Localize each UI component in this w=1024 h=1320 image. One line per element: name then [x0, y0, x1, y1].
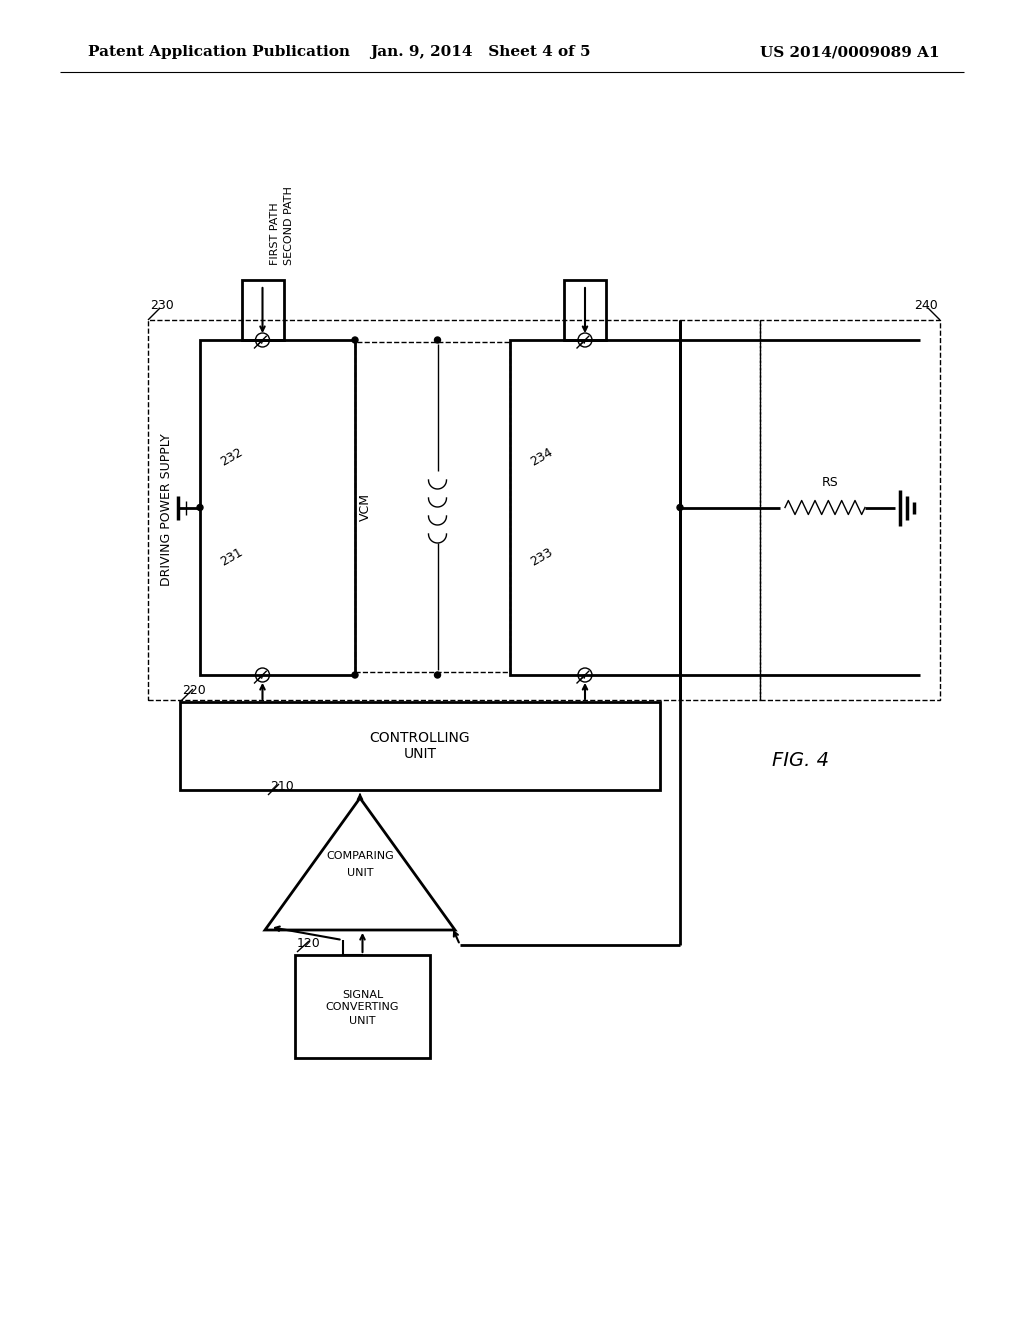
Text: RS: RS	[821, 477, 839, 490]
Bar	[180, 702, 660, 789]
Circle shape	[352, 337, 358, 343]
Bar	[242, 280, 284, 341]
Text: VCM: VCM	[358, 492, 372, 521]
Text: DRIVING POWER SUPPLY: DRIVING POWER SUPPLY	[160, 434, 172, 586]
Bar	[760, 319, 940, 700]
Text: FIRST PATH: FIRST PATH	[270, 202, 281, 265]
Text: UNIT: UNIT	[403, 747, 436, 762]
Text: UNIT: UNIT	[347, 869, 374, 878]
Bar	[564, 280, 606, 341]
Text: 240: 240	[914, 300, 938, 312]
Text: SECOND PATH: SECOND PATH	[285, 186, 295, 265]
Circle shape	[197, 504, 203, 511]
Text: US 2014/0009089 A1: US 2014/0009089 A1	[761, 45, 940, 59]
Text: 210: 210	[270, 780, 294, 793]
Text: 232: 232	[218, 446, 245, 469]
Text: SIGNAL: SIGNAL	[342, 990, 383, 999]
Text: CONVERTING: CONVERTING	[326, 1002, 399, 1012]
Bar	[510, 341, 680, 675]
Bar	[200, 341, 355, 675]
Bar	[355, 342, 510, 672]
Circle shape	[434, 337, 440, 343]
Text: 230: 230	[150, 300, 174, 312]
Text: 120: 120	[297, 937, 321, 950]
Text: Jan. 9, 2014   Sheet 4 of 5: Jan. 9, 2014 Sheet 4 of 5	[370, 45, 590, 59]
Circle shape	[677, 504, 683, 511]
Polygon shape	[265, 799, 455, 931]
Circle shape	[352, 672, 358, 678]
Text: 234: 234	[528, 446, 555, 469]
Text: CONTROLLING: CONTROLLING	[370, 731, 470, 744]
Text: 231: 231	[218, 546, 245, 569]
Bar	[295, 954, 430, 1059]
Text: Patent Application Publication: Patent Application Publication	[88, 45, 350, 59]
Circle shape	[434, 672, 440, 678]
Bar	[148, 319, 760, 700]
Text: FIG. 4: FIG. 4	[771, 751, 828, 770]
Text: 220: 220	[182, 684, 206, 697]
Text: 233: 233	[528, 546, 555, 569]
Text: COMPARING: COMPARING	[326, 851, 394, 861]
Text: UNIT: UNIT	[349, 1015, 376, 1026]
